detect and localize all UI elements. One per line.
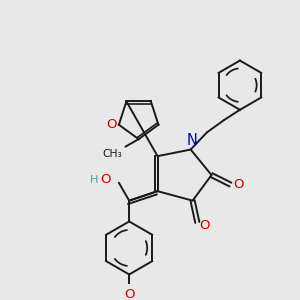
- Text: CH₃: CH₃: [103, 148, 123, 159]
- Text: H: H: [89, 175, 98, 185]
- Text: O: O: [233, 178, 244, 191]
- Text: N: N: [186, 133, 197, 148]
- Text: O: O: [124, 288, 134, 300]
- Text: O: O: [100, 173, 110, 186]
- Text: O: O: [106, 118, 117, 131]
- Text: O: O: [199, 219, 210, 232]
